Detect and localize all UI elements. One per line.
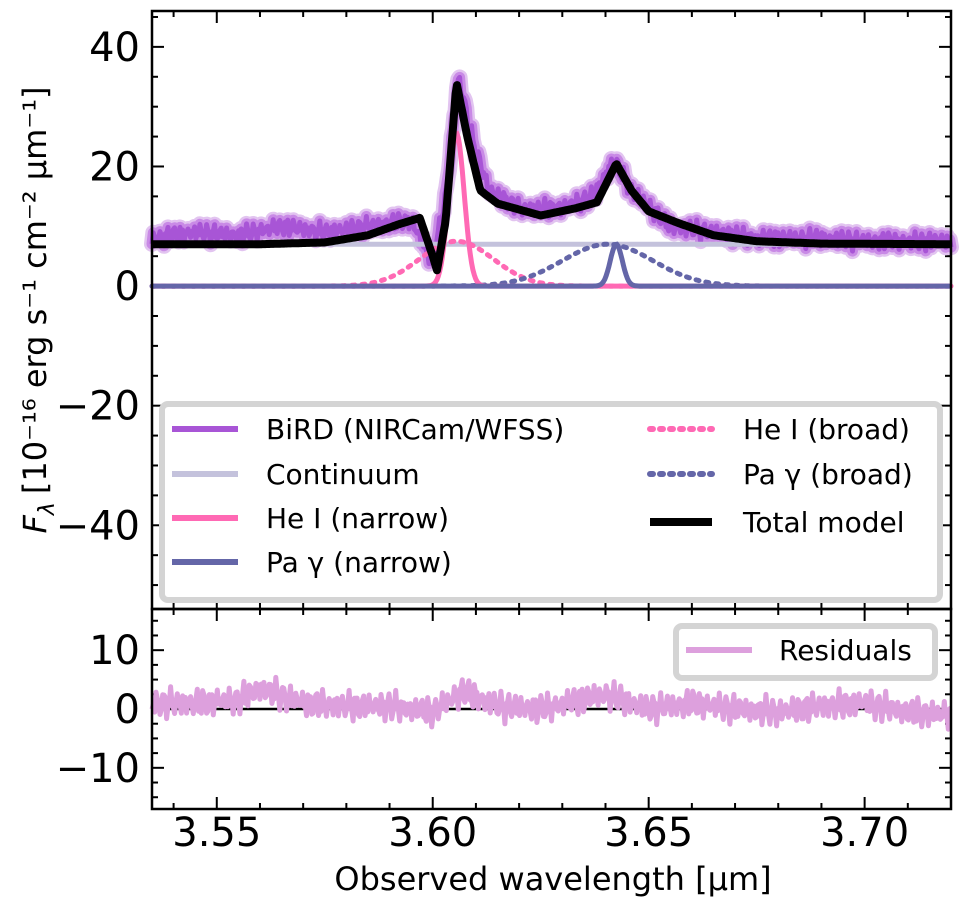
- top-series: [144, 69, 959, 289]
- legend-label-continuum: Continuum: [266, 458, 420, 491]
- bottom-legend-box: [673, 623, 938, 681]
- legend-label-total: Total model: [742, 506, 904, 539]
- bottom-legend: Residuals: [673, 623, 938, 681]
- top-y-tick-labels: 40 20 0 −20 −40: [56, 25, 140, 549]
- legend-label-bird: BiRD (NIRCam/WFSS): [266, 413, 564, 446]
- y-tick-label: 10: [89, 628, 140, 674]
- y-tick-label: 0: [115, 264, 140, 310]
- legend-label-residuals: Residuals: [779, 634, 912, 667]
- y-tick-label: 20: [89, 144, 140, 190]
- x-tick-label: 3.65: [604, 810, 693, 856]
- series-residuals: [149, 674, 953, 732]
- y-tick-label: 40: [89, 25, 140, 71]
- x-tick-label: 3.55: [172, 810, 261, 856]
- series-total-model: [149, 81, 954, 275]
- bottom-panel: 10 0 −10 3.55 3.60 3.65 3.70 Observed wavelen…: [56, 607, 953, 898]
- y-tick-label: −20: [56, 384, 140, 430]
- x-tick-label: 3.60: [388, 810, 477, 856]
- bottom-frame: [150, 607, 953, 811]
- series-pa-gamma-narrow: [152, 241, 951, 289]
- y-tick-label: −40: [56, 503, 140, 549]
- top-legend-box: [159, 401, 943, 603]
- top-y-axis-label: Fλ[10⁻¹⁶ erg s⁻¹ cm⁻² μm⁻¹]: [16, 86, 60, 533]
- top-legend: BiRD (NIRCam/WFSS) Continuum He I (narro…: [159, 401, 943, 603]
- series-bird: [149, 74, 954, 267]
- legend-label-he-broad: He I (broad): [743, 413, 910, 446]
- y-tick-label: −10: [56, 746, 140, 792]
- bottom-x-tick-labels: 3.55 3.60 3.65 3.70: [172, 810, 909, 856]
- bottom-y-tick-labels: 10 0 −10: [56, 628, 140, 792]
- legend-label-he-narrow: He I (narrow): [266, 502, 449, 535]
- x-axis-label: Observed wavelength [μm]: [334, 860, 771, 898]
- x-tick-label: 3.70: [820, 810, 909, 856]
- legend-label-pa-gamma-broad: Pa γ (broad): [743, 458, 913, 491]
- y-tick-label: 0: [115, 687, 140, 733]
- legend-label-pa-gamma-narrow: Pa γ (narrow): [266, 546, 452, 579]
